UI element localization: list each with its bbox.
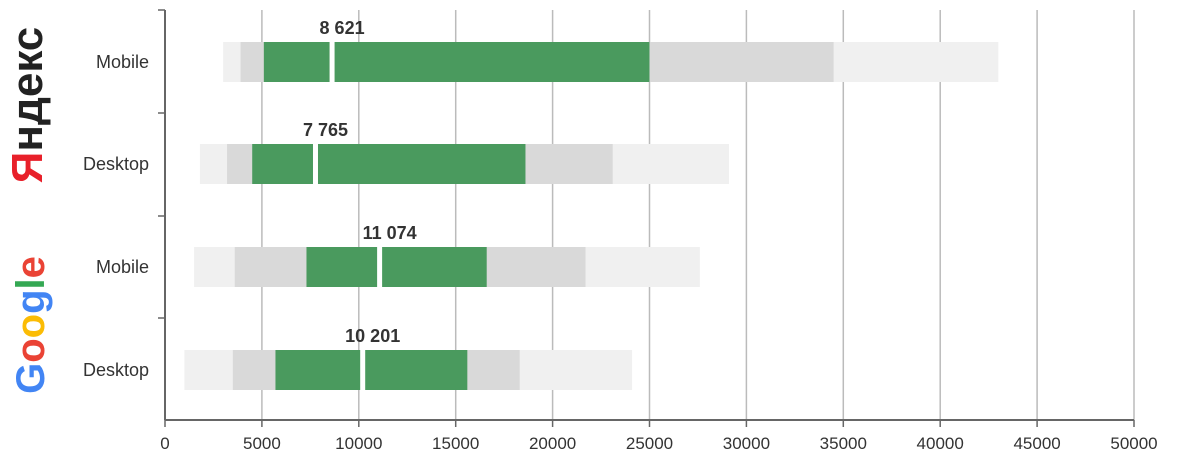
axes: [158, 9, 1135, 427]
median-marker: [312, 143, 318, 185]
bar-core-range: [275, 350, 468, 390]
yandex-logo-icon: Яндекс: [3, 27, 52, 184]
bar-core-range: [263, 42, 650, 82]
logos: Яндекс Google: [3, 27, 53, 394]
median-marker: [377, 246, 383, 288]
bars: [184, 41, 999, 391]
median-label: 8 621: [320, 18, 365, 38]
x-tick-label: 45000: [1013, 434, 1060, 453]
median-label: 11 074: [363, 223, 417, 243]
category-label: Desktop: [83, 154, 149, 174]
x-tick-label: 20000: [529, 434, 576, 453]
category-label: Mobile: [96, 257, 149, 277]
svg-text:Яндекс: Яндекс: [3, 27, 52, 184]
category-label: Mobile: [96, 52, 149, 72]
bar-core-range: [252, 144, 526, 184]
bar-core-range: [306, 247, 487, 287]
category-label: Desktop: [83, 360, 149, 380]
svg-text:Google: Google: [9, 256, 53, 394]
x-tick-label: 10000: [335, 434, 382, 453]
x-tick-label: 50000: [1110, 434, 1157, 453]
google-logo-icon: Google: [9, 256, 53, 394]
median-marker: [360, 349, 366, 391]
labels: 0 5000 10000 15000 20000 25000 30000 35000 40000…: [83, 18, 1158, 453]
median-marker: [329, 41, 335, 83]
x-tick-label: 15000: [432, 434, 479, 453]
x-tick-label: 40000: [917, 434, 964, 453]
median-label: 7 765: [303, 120, 348, 140]
x-tick-label: 25000: [626, 434, 673, 453]
median-label: 10 201: [345, 326, 400, 346]
x-tick-label: 35000: [820, 434, 867, 453]
x-tick-label: 5000: [243, 434, 281, 453]
x-tick-label: 30000: [723, 434, 770, 453]
x-tick-label: 0: [160, 434, 169, 453]
